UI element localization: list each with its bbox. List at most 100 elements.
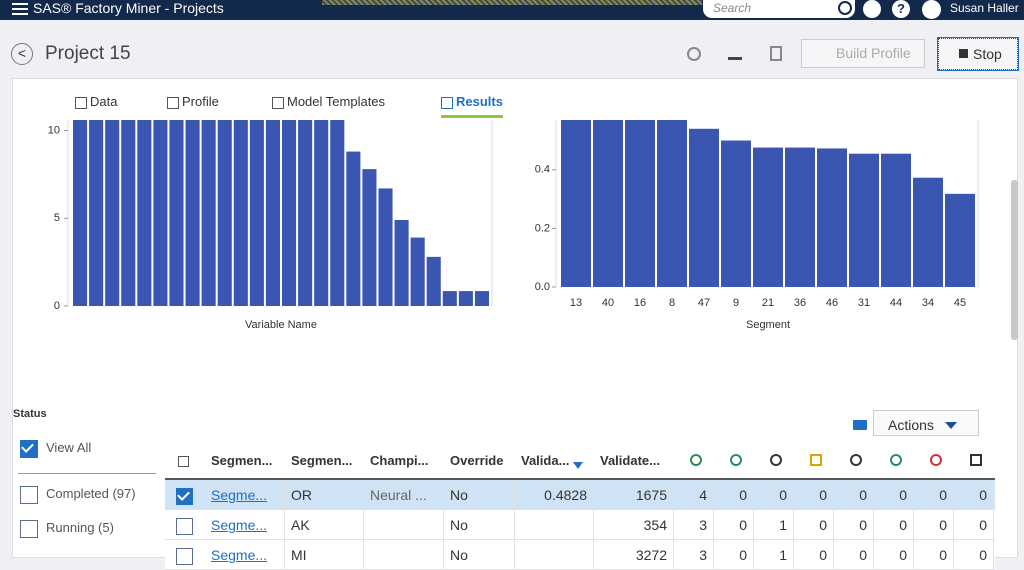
- tab[interactable]: Data: [75, 94, 117, 115]
- cell: 0: [794, 510, 834, 540]
- download-button[interactable]: [728, 46, 742, 60]
- menu-button[interactable]: [12, 3, 28, 15]
- actions-button[interactable]: Actions: [873, 410, 979, 436]
- checkbox[interactable]: [20, 520, 38, 538]
- segment-link[interactable]: Segme...: [205, 480, 285, 510]
- cell: AK: [285, 510, 364, 540]
- status-icon: [890, 454, 902, 466]
- column-header[interactable]: Validate...: [600, 453, 660, 468]
- row-bg: [165, 480, 995, 510]
- bar: [185, 120, 200, 306]
- status-icon: [810, 454, 822, 466]
- stop-button[interactable]: Stop: [937, 37, 1019, 71]
- bar: [105, 120, 120, 306]
- cell: [364, 510, 444, 540]
- user-name[interactable]: Susan Haller: [950, 1, 1019, 15]
- cell: [515, 510, 594, 540]
- column-header[interactable]: Override: [450, 453, 504, 468]
- status-label[interactable]: Completed (97): [46, 486, 136, 501]
- cell: 0: [954, 480, 994, 510]
- bar: [201, 120, 216, 306]
- cell: 354: [594, 510, 674, 540]
- cell: 0: [874, 480, 914, 510]
- segment-link[interactable]: Segme...: [205, 540, 285, 570]
- bar: [410, 237, 425, 306]
- bar: [849, 153, 879, 287]
- charts: 0 5 10 Variable Name 0.0 0.2 0.4 13 40 16 8 47 9 21 36…: [48, 120, 979, 331]
- bar: [330, 120, 345, 306]
- tab[interactable]: Model Templates: [272, 94, 385, 115]
- sort-arrow: [573, 462, 583, 474]
- user-avatar[interactable]: [922, 0, 941, 19]
- cell: [364, 540, 444, 570]
- status-label[interactable]: Running (5): [46, 520, 114, 535]
- bar: [233, 120, 248, 306]
- notifications-button[interactable]: [863, 0, 881, 18]
- row-checkbox[interactable]: [176, 518, 193, 535]
- tab-icon: [167, 97, 179, 109]
- search-placeholder: Search: [713, 1, 752, 15]
- x-tick-label: 9: [733, 297, 739, 309]
- status-label[interactable]: View All: [46, 440, 92, 455]
- segment-link[interactable]: Segme...: [205, 510, 285, 540]
- cell: No: [444, 510, 515, 540]
- bar: [282, 120, 297, 306]
- row-checkbox[interactable]: [176, 548, 193, 565]
- y-tick-label: 10: [48, 124, 60, 136]
- bar: [217, 120, 232, 306]
- back-button[interactable]: <: [11, 43, 33, 65]
- column-chooser[interactable]: [178, 456, 189, 467]
- bar: [817, 148, 847, 287]
- cell: 0: [874, 510, 914, 540]
- cell: 0: [834, 480, 874, 510]
- bar: [249, 120, 264, 306]
- help-button[interactable]: ?: [892, 0, 910, 18]
- cell: 0: [954, 540, 994, 570]
- scrollbar: [1011, 180, 1018, 340]
- x-axis-label: Segment: [746, 319, 790, 331]
- cell: [515, 540, 594, 570]
- bar: [913, 177, 943, 287]
- build-profile-button[interactable]: Build Profile: [801, 39, 925, 68]
- bar: [346, 151, 361, 306]
- bar: [945, 193, 975, 287]
- pattern: [322, 0, 702, 5]
- checkbox[interactable]: [20, 486, 38, 504]
- search-box[interactable]: Search: [703, 0, 855, 18]
- bar: [881, 153, 911, 287]
- cell: No: [444, 540, 515, 570]
- cell: 0: [874, 540, 914, 570]
- x-tick-label: 47: [698, 297, 710, 309]
- folder-button[interactable]: [853, 420, 867, 430]
- x-tick-label: 21: [762, 297, 774, 309]
- cell: 4: [674, 480, 714, 510]
- bar: [314, 120, 329, 306]
- bar: [593, 120, 623, 287]
- y-tick-label: 5: [54, 212, 60, 224]
- bar: [561, 120, 591, 287]
- cell: 0.4828: [515, 480, 594, 510]
- column-header[interactable]: Valida...: [521, 453, 570, 468]
- bar: [73, 120, 88, 306]
- column-header[interactable]: Segmen...: [211, 453, 273, 468]
- checkbox[interactable]: [20, 440, 38, 458]
- icon-button[interactable]: [770, 46, 782, 61]
- page: {"header": {"app_title": "SAS® Factory M…: [0, 0, 1024, 558]
- x-tick-label: 8: [669, 297, 675, 309]
- cell: 0: [754, 480, 794, 510]
- x-tick-label: 16: [634, 297, 646, 309]
- tab-label: Data: [90, 94, 118, 109]
- bar: [474, 291, 489, 306]
- divider: [18, 473, 156, 474]
- cell: 0: [914, 510, 954, 540]
- cell: Neural ...: [364, 480, 444, 510]
- icon-button[interactable]: [687, 47, 701, 61]
- cell: 3272: [594, 540, 674, 570]
- tab[interactable]: Profile: [167, 94, 219, 115]
- cell: 0: [914, 540, 954, 570]
- column-header[interactable]: Champi...: [370, 453, 429, 468]
- x-tick-label: 45: [954, 297, 966, 309]
- row-checkbox[interactable]: [176, 488, 193, 505]
- tab[interactable]: Results: [441, 94, 503, 118]
- column-header[interactable]: Segmen...: [291, 453, 353, 468]
